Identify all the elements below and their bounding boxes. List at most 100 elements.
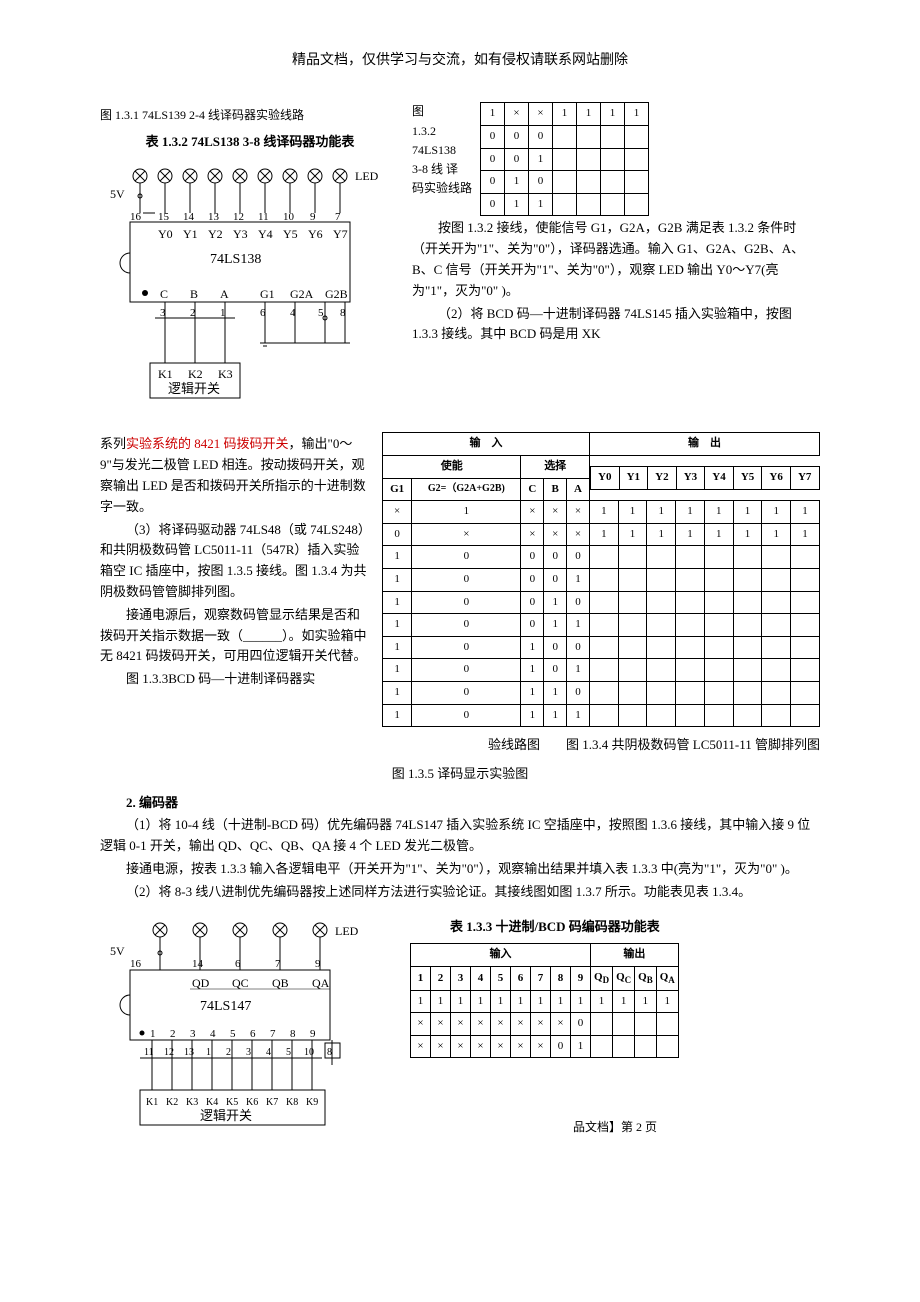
svg-text:9: 9 — [310, 211, 316, 223]
y-header: Y0 — [590, 467, 619, 490]
table-cell — [762, 659, 791, 682]
svg-text:Y4: Y4 — [258, 227, 273, 241]
table-cell — [647, 681, 676, 704]
table-cell: 1 — [762, 523, 791, 546]
table-cell — [704, 659, 733, 682]
table-cell: × — [411, 1035, 431, 1058]
table-cell — [577, 125, 601, 148]
svg-text:K9: K9 — [306, 1097, 318, 1108]
table-cell: 0 — [412, 636, 521, 659]
svg-text:Y7: Y7 — [333, 227, 348, 241]
svg-text:K7: K7 — [266, 1097, 278, 1108]
col-header: 4 — [471, 967, 491, 991]
table-cell — [791, 546, 820, 569]
mid-left: 系列实验系统的 8421 码拨码开关，输出"0～9"与发光二极管 LED 相连。… — [100, 432, 370, 727]
col-header: QB — [635, 967, 657, 991]
svg-text:9: 9 — [315, 958, 321, 970]
table-cell: × — [412, 523, 521, 546]
table-cell — [733, 636, 762, 659]
table-cell — [577, 193, 601, 216]
table-cell — [704, 546, 733, 569]
svg-text:3: 3 — [246, 1047, 251, 1058]
y-header: Y1 — [619, 467, 648, 490]
table-cell: × — [491, 1013, 511, 1036]
col-right: 图1.3.274LS1383-8 线 译码实验线路 1××11110000010… — [412, 102, 820, 432]
table-cell — [613, 1035, 635, 1058]
en-header: 使能 — [383, 455, 521, 478]
para3: 系列实验系统的 8421 码拨码开关，输出"0～9"与发光二极管 LED 相连。… — [100, 434, 370, 517]
table-cell — [618, 659, 647, 682]
table-cell — [762, 614, 791, 637]
svg-text:74LS147: 74LS147 — [200, 999, 251, 1014]
svg-text:G2A: G2A — [290, 287, 314, 301]
table-cell: 0 — [567, 546, 590, 569]
table-cell: × — [431, 1013, 451, 1036]
table-cell: 1 — [647, 501, 676, 524]
table-cell: 1 — [471, 990, 491, 1013]
table-cell — [618, 614, 647, 637]
logic-switch-label: 逻辑开关 — [168, 381, 220, 396]
para4: （3）将译码驱动器 74LS48（或 74LS248）和共阴极数码管 LC501… — [100, 520, 370, 603]
table-cell: 1 — [383, 636, 412, 659]
table-cell: × — [383, 501, 412, 524]
table-cell: × — [544, 501, 567, 524]
svg-text:3: 3 — [190, 1028, 196, 1040]
table-cell: 1 — [544, 614, 567, 637]
table-cell: 1 — [589, 501, 618, 524]
table-cell: 1 — [676, 523, 705, 546]
table-cell: 0 — [383, 523, 412, 546]
table-cell — [625, 148, 649, 171]
table-cell: 0 — [481, 148, 505, 171]
svg-text:Y1: Y1 — [183, 227, 198, 241]
table-cell — [591, 1035, 613, 1058]
svg-text:A: A — [220, 287, 229, 301]
svg-text:2: 2 — [170, 1028, 176, 1040]
table-cell — [589, 681, 618, 704]
section2: 2. 编码器 （1）将 10-4 线（十进制-BCD 码）优先编码器 74LS1… — [100, 793, 820, 903]
table-cell — [656, 1013, 678, 1036]
table-cell — [704, 636, 733, 659]
svg-text:13: 13 — [208, 211, 220, 223]
sec2-p2: 接通电源，按表 1.3.3 输入各逻辑电平（开关开为"1"、关为"0"），观察输… — [100, 859, 820, 880]
table-cell — [733, 568, 762, 591]
table-cell — [676, 681, 705, 704]
table-cell: 1 — [511, 990, 531, 1013]
table-cell — [762, 681, 791, 704]
table-cell — [647, 659, 676, 682]
table-cell — [762, 546, 791, 569]
table-cell — [618, 681, 647, 704]
table-cell: × — [411, 1013, 431, 1036]
table-cell: 0 — [567, 636, 590, 659]
table-cell: 0 — [505, 148, 529, 171]
table-cell: 1 — [567, 659, 590, 682]
table-cell: 1 — [411, 990, 431, 1013]
table-cell: × — [505, 103, 529, 126]
table-cell — [589, 614, 618, 637]
table-cell — [704, 614, 733, 637]
table-cell: 0 — [412, 591, 521, 614]
table-cell — [589, 568, 618, 591]
table-cell: 1 — [618, 523, 647, 546]
svg-text:QD: QD — [192, 976, 210, 990]
table-cell — [676, 546, 705, 569]
sec2-title: 2. 编码器 — [126, 793, 820, 814]
big-table: 输 入 输 出 使能 选择 Y0Y1Y2Y3Y4Y5Y6Y7 G1 G2=（G2… — [382, 432, 820, 727]
table-cell — [601, 148, 625, 171]
table-cell: 1 — [521, 659, 544, 682]
table-cell — [618, 704, 647, 727]
table-cell: 1 — [567, 704, 590, 727]
circuit-74ls147: 5V LED 16 14 6 7 9 QD QC QB — [100, 915, 390, 1165]
table-cell — [553, 125, 577, 148]
table-cell: 1 — [383, 681, 412, 704]
sel-header: 选择 — [521, 455, 590, 478]
table-cell — [589, 704, 618, 727]
table-cell — [676, 659, 705, 682]
table-cell — [647, 591, 676, 614]
table-cell: 0 — [529, 171, 553, 194]
table-cell — [625, 125, 649, 148]
table-cell — [647, 704, 676, 727]
table-cell — [647, 568, 676, 591]
table-cell: × — [431, 1035, 451, 1058]
table-cell — [733, 659, 762, 682]
table-cell: × — [551, 1013, 571, 1036]
